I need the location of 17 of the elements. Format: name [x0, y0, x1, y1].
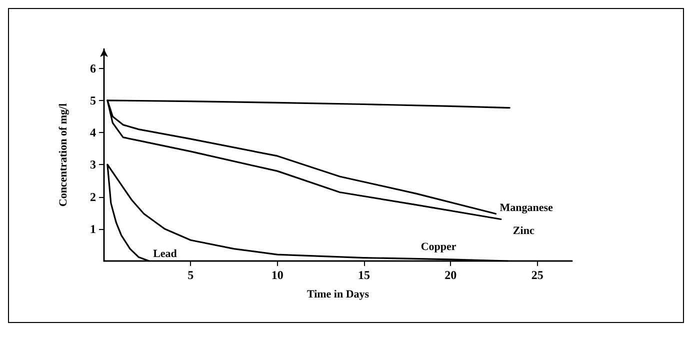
y-tick-label: 3 [90, 158, 96, 172]
y-tick-label: 4 [90, 126, 96, 140]
series-label: Copper [420, 241, 456, 253]
series-label: Lead [153, 248, 177, 260]
x-tick-label: 5 [188, 268, 194, 282]
x-tick-label: 25 [531, 268, 544, 282]
x-tick-label: 20 [444, 268, 457, 282]
y-tick-label: 5 [90, 93, 96, 108]
y-tick-label: 6 [90, 61, 96, 76]
y-tick-label: 1 [90, 222, 96, 236]
series-label: Manganese [500, 202, 554, 214]
y-axis-title: Concentration of mg/l [58, 103, 70, 207]
x-axis-title: Time in Days [306, 288, 370, 300]
x-tick-label: 10 [271, 268, 284, 282]
series-label: Zinc [512, 225, 534, 238]
y-tick-label: 2 [90, 190, 96, 204]
x-tick-label: 15 [358, 268, 370, 282]
